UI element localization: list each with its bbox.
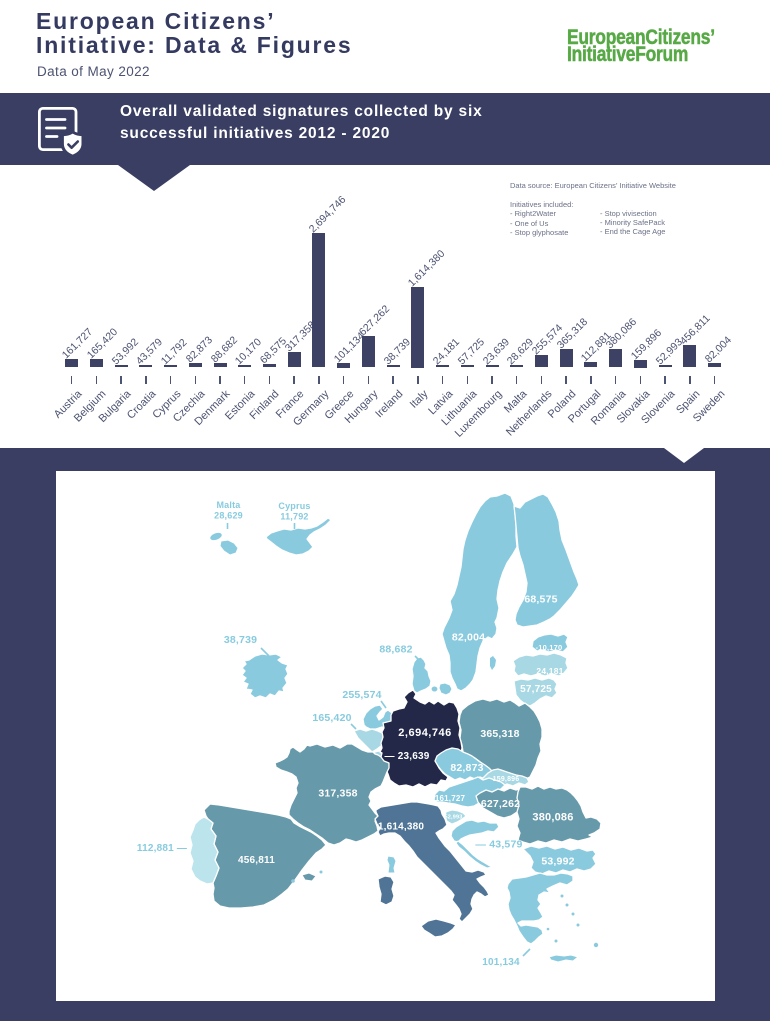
svg-text:255,574: 255,574 [342, 689, 381, 701]
svg-text:159,896: 159,896 [493, 776, 520, 783]
svg-text:57,725: 57,725 [520, 684, 552, 695]
svg-text:52,993: 52,993 [444, 815, 462, 821]
svg-text:165,420: 165,420 [312, 712, 351, 724]
svg-text:Cyprus: Cyprus [278, 501, 310, 511]
svg-text:112,881 —: 112,881 — [137, 843, 187, 854]
svg-text:2,694,746: 2,694,746 [398, 727, 451, 739]
svg-text:28,629: 28,629 [214, 511, 243, 521]
svg-text:— 43,579: — 43,579 [475, 839, 522, 851]
svg-text:456,811: 456,811 [238, 855, 275, 866]
svg-text:1,614,380: 1,614,380 [378, 822, 425, 833]
svg-text:101,134: 101,134 [482, 957, 520, 968]
svg-text:365,318: 365,318 [480, 728, 519, 740]
svg-text:Malta: Malta [216, 500, 241, 510]
svg-text:11,792: 11,792 [280, 512, 308, 522]
svg-text:317,358: 317,358 [318, 788, 357, 800]
svg-text:627,262: 627,262 [481, 798, 520, 810]
svg-text:53,992: 53,992 [541, 856, 574, 868]
svg-text:82,004: 82,004 [452, 632, 485, 644]
svg-text:-10,170: -10,170 [536, 643, 563, 652]
svg-text:24,181: 24,181 [536, 666, 563, 676]
svg-text:161,727: 161,727 [435, 794, 466, 803]
svg-text:88,682: 88,682 [379, 644, 412, 656]
svg-text:68,575: 68,575 [524, 594, 557, 606]
svg-text:82,873: 82,873 [450, 762, 483, 774]
svg-text:380,086: 380,086 [532, 812, 573, 824]
svg-text:38,739: 38,739 [224, 634, 257, 646]
svg-text:— 23,639: — 23,639 [385, 751, 430, 762]
